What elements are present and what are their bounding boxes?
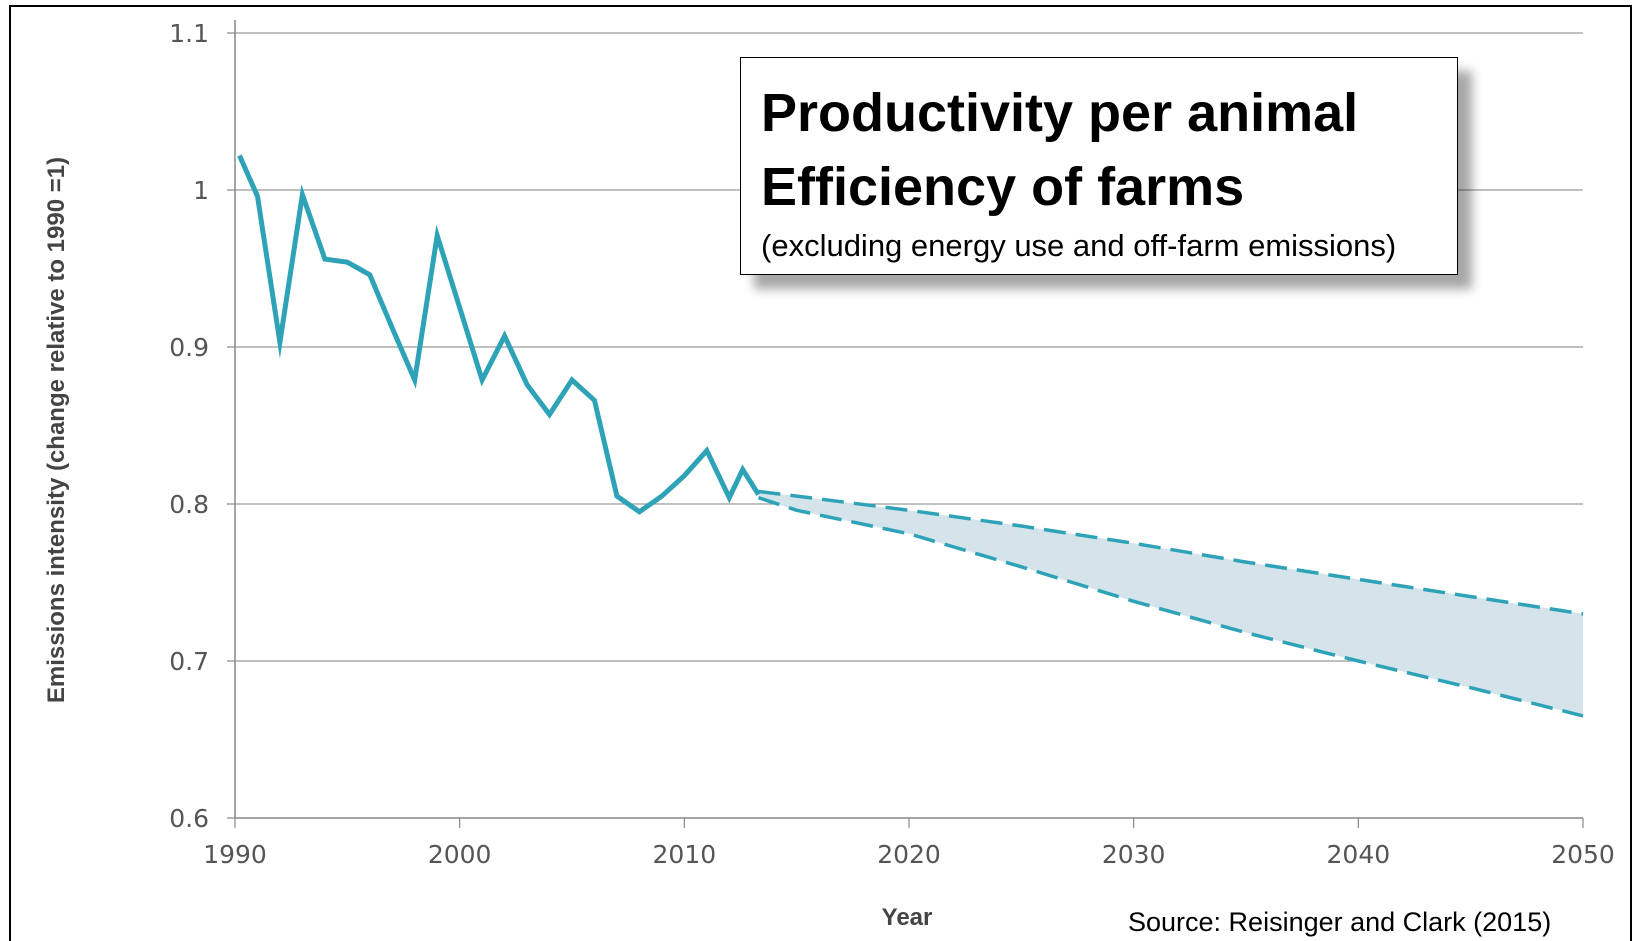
axes [227,20,1584,828]
annotation-line-3: (excluding energy use and off-farm emiss… [761,228,1397,263]
x-tick-label-2010: 2010 [653,840,717,869]
series-layer [237,154,1584,718]
y-tick-label-1.1: 1.1 [169,19,209,48]
y-axis-label: Emissions intensity (change relative to … [43,157,70,703]
y-tick-label-0.6: 0.6 [169,804,209,833]
x-tick-label-2050: 2050 [1551,840,1615,869]
x-tick-label-2040: 2040 [1327,840,1391,869]
annotation-line-2: Efficiency of farms [761,157,1245,217]
x-tick-label-1990: 1990 [203,840,267,869]
annotation-line-1: Productivity per animal [761,83,1359,143]
source-note: Source: Reisinger and Clark (2015) [1128,907,1552,937]
projection-band [758,491,1583,716]
historical-line [237,154,761,515]
x-tick-label-2020: 2020 [877,840,941,869]
y-tick-label-0.7: 0.7 [169,647,209,676]
y-tick-label-1: 1 [193,176,209,205]
chart-frame [9,5,1632,941]
projection-upper-line [758,489,1584,616]
x-axis-label: Year [882,904,933,931]
x-tick-label-2030: 2030 [1102,840,1166,869]
x-tick-label-2000: 2000 [428,840,492,869]
tick-labels: 0.6 0.7 0.8 0.9 1 1.1 1990 2000 2010 2020 2030 2040… [169,19,1615,869]
projection-lower-line [757,496,1584,718]
annotation-box: Productivity per animal Efficiency of fa… [740,57,1458,275]
y-tick-label-0.8: 0.8 [169,490,209,519]
y-tick-label-0.9: 0.9 [169,333,209,362]
